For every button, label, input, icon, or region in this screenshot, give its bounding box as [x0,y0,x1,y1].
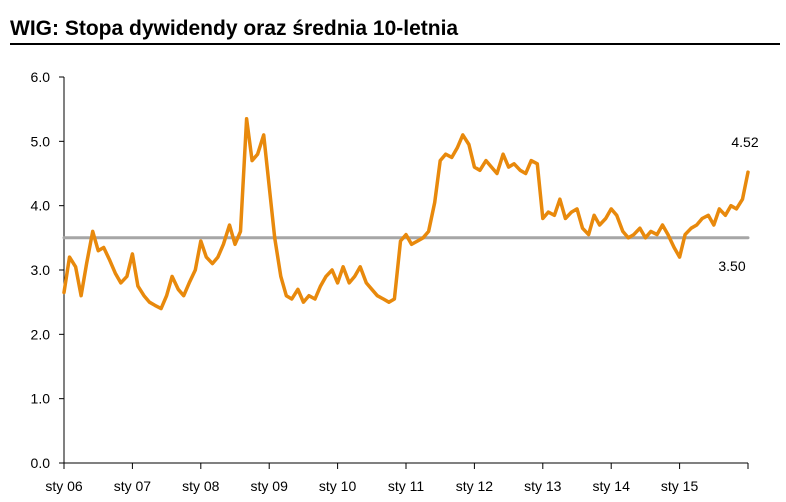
y-tick-label: 2.0 [31,326,51,342]
series-group [62,117,750,311]
y-tick-label: 0.0 [31,455,51,471]
x-tick-label: sty 08 [182,478,220,494]
y-tick-label: 6.0 [31,69,51,85]
chart-title: WIG: Stopa dywidendy oraz średnia 10-let… [10,17,459,40]
data-labels: 4.52 3.50 [718,134,758,274]
last-value-label: 4.52 [731,134,758,150]
x-axis: sty 06 sty 07 sty 08 sty 09 sty 10 sty 11 sty … [45,462,749,494]
y-tick-label: 1.0 [31,391,51,407]
x-tick-label: sty 14 [593,478,631,494]
x-tick-label: sty 13 [524,478,562,494]
y-tick-label: 4.0 [31,198,51,214]
x-tick-label: sty 06 [45,478,83,494]
average-value-label: 3.50 [718,258,745,274]
x-tick-label: sty 11 [388,478,425,494]
dividend-yield-line [62,117,750,311]
y-tick-label: 3.0 [31,262,51,278]
x-tick-label: sty 07 [114,478,152,494]
x-tick-label: sty 12 [456,478,494,494]
x-tick-label: sty 15 [661,478,699,494]
x-tick-label: sty 09 [251,478,289,494]
x-tick-label: sty 10 [319,478,357,494]
y-tick-label: 5.0 [31,133,51,149]
title-underline [10,43,780,45]
y-axis: 0.0 1.0 2.0 3.0 4.0 5.0 6.0 [31,69,65,471]
